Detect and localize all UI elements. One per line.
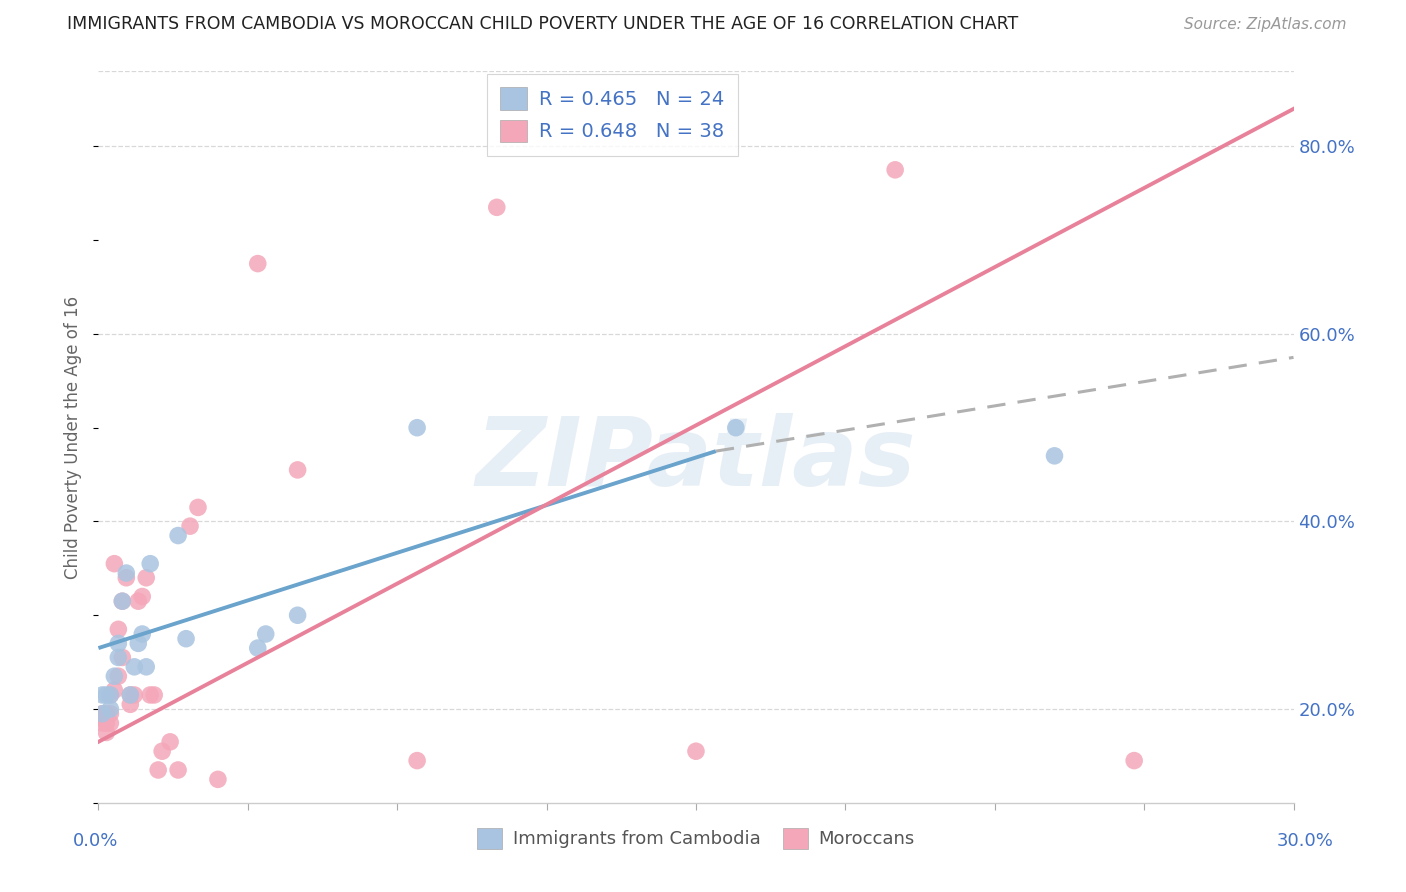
Point xyxy=(131,627,153,641)
Point xyxy=(167,763,190,777)
Point xyxy=(159,735,181,749)
Point xyxy=(111,594,134,608)
Point xyxy=(174,632,197,646)
Point xyxy=(111,594,134,608)
Y-axis label: Child Poverty Under the Age of 16: Child Poverty Under the Age of 16 xyxy=(65,295,83,579)
Point xyxy=(120,688,142,702)
Point xyxy=(143,688,166,702)
Point xyxy=(406,420,429,434)
Point xyxy=(120,698,142,712)
Point xyxy=(91,716,114,731)
Point xyxy=(91,711,114,725)
Point xyxy=(246,641,269,656)
Point xyxy=(107,650,129,665)
Point xyxy=(179,519,201,533)
Text: IMMIGRANTS FROM CAMBODIA VS MOROCCAN CHILD POVERTY UNDER THE AGE OF 16 CORRELATI: IMMIGRANTS FROM CAMBODIA VS MOROCCAN CHI… xyxy=(67,14,1019,32)
Point xyxy=(91,688,114,702)
Text: 30.0%: 30.0% xyxy=(1277,831,1333,849)
Point xyxy=(287,463,309,477)
Point xyxy=(685,744,707,758)
Point xyxy=(98,716,122,731)
Point xyxy=(120,688,142,702)
Point xyxy=(98,688,122,702)
Point xyxy=(139,557,162,571)
Point xyxy=(115,566,138,580)
Point xyxy=(96,725,118,739)
Point xyxy=(187,500,209,515)
Point xyxy=(115,571,138,585)
Point xyxy=(1123,754,1146,768)
Point xyxy=(107,636,129,650)
Point xyxy=(207,772,229,787)
Point xyxy=(485,200,508,214)
Point xyxy=(98,702,122,716)
Point xyxy=(148,763,170,777)
Point xyxy=(139,688,162,702)
Point xyxy=(103,669,125,683)
Point xyxy=(150,744,173,758)
Point xyxy=(135,571,157,585)
Point xyxy=(98,706,122,721)
Point xyxy=(124,660,146,674)
Point xyxy=(124,688,146,702)
Point xyxy=(724,420,747,434)
Point xyxy=(246,257,269,271)
Point xyxy=(96,716,118,731)
Point xyxy=(96,706,118,721)
Point xyxy=(1043,449,1066,463)
Text: ZIPatlas: ZIPatlas xyxy=(475,412,917,506)
Point xyxy=(98,688,122,702)
Legend: Immigrants from Cambodia, Moroccans: Immigrants from Cambodia, Moroccans xyxy=(470,821,922,856)
Text: Source: ZipAtlas.com: Source: ZipAtlas.com xyxy=(1184,17,1347,31)
Text: 0.0%: 0.0% xyxy=(73,831,118,849)
Point xyxy=(127,594,149,608)
Point xyxy=(103,557,125,571)
Point xyxy=(96,688,118,702)
Point xyxy=(167,528,190,542)
Point xyxy=(254,627,277,641)
Point xyxy=(406,754,429,768)
Point xyxy=(107,623,129,637)
Point xyxy=(135,660,157,674)
Point xyxy=(131,590,153,604)
Point xyxy=(127,636,149,650)
Point xyxy=(111,650,134,665)
Point xyxy=(107,669,129,683)
Point xyxy=(91,706,114,721)
Point xyxy=(884,162,907,177)
Point xyxy=(103,683,125,698)
Point xyxy=(91,706,114,721)
Point xyxy=(287,608,309,623)
